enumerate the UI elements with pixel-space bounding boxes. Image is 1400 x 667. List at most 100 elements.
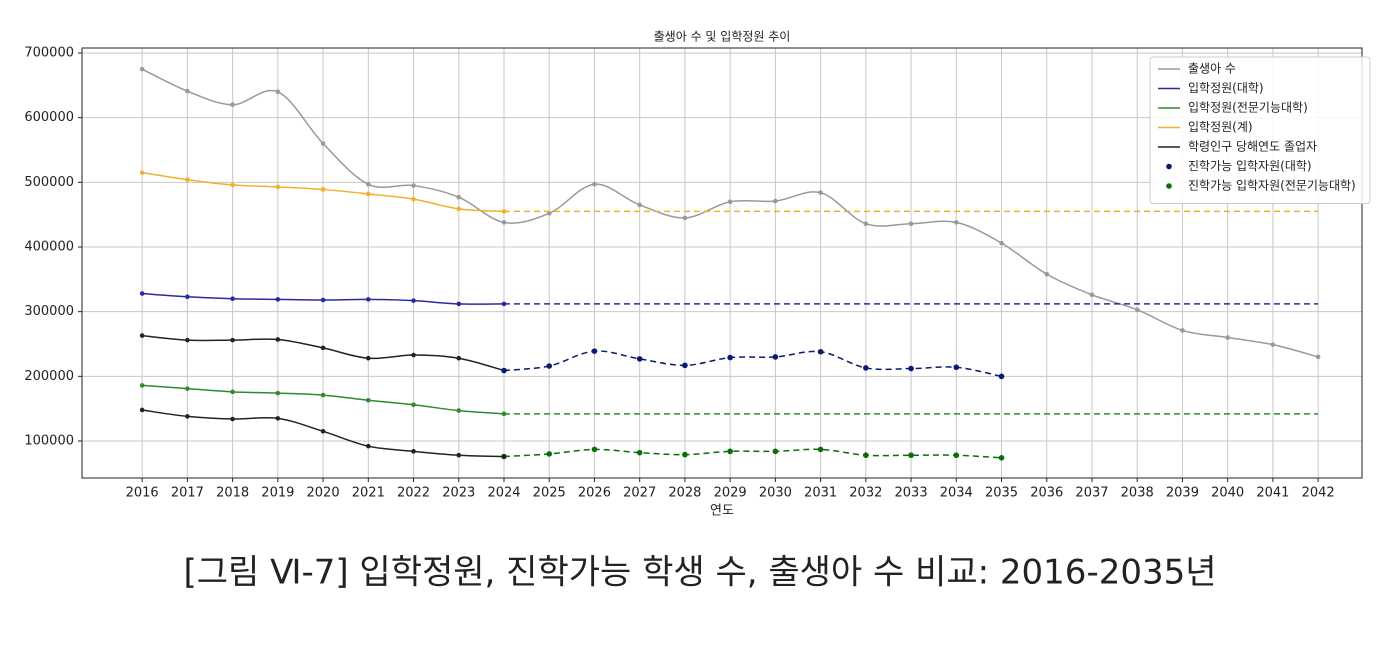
data-point xyxy=(411,196,416,202)
x-tick-label: 2040 xyxy=(1211,486,1244,501)
x-tick-label: 2028 xyxy=(668,486,701,501)
data-point xyxy=(320,297,326,303)
plot-frame xyxy=(81,47,1363,479)
x-tick-label: 2039 xyxy=(1166,486,1199,501)
data-point xyxy=(637,202,642,208)
data-point xyxy=(185,337,190,343)
x-tick-label: 2036 xyxy=(1030,486,1063,501)
x-tick-label: 2026 xyxy=(578,486,611,501)
data-point xyxy=(230,102,235,108)
data-point xyxy=(185,177,190,183)
x-tick-label: 2038 xyxy=(1121,486,1154,501)
x-tick-label: 2037 xyxy=(1075,486,1108,501)
y-tick-label: 400000 xyxy=(24,239,74,254)
x-tick-label: 2035 xyxy=(985,486,1018,501)
data-point xyxy=(411,352,416,358)
caption: [그림 Ⅵ-7] 입학정원, 진학가능 학생 수, 출생아 수 비교: 2016… xyxy=(183,553,1216,593)
x-tick-label: 2042 xyxy=(1302,486,1335,501)
data-point xyxy=(230,296,235,302)
series xyxy=(139,291,507,307)
data-point xyxy=(456,452,462,458)
data-point xyxy=(772,448,779,455)
x-tick-label: 2027 xyxy=(623,486,656,501)
data-point xyxy=(411,298,416,303)
data-point xyxy=(275,337,281,342)
data-point xyxy=(275,416,281,421)
data-point xyxy=(546,363,553,369)
legend-label: 출생아 수 xyxy=(1188,62,1236,76)
data-point xyxy=(185,294,190,300)
data-point xyxy=(185,414,190,419)
data-point xyxy=(411,402,416,408)
x-tick-label: 2025 xyxy=(533,486,566,501)
data-point xyxy=(275,390,281,396)
data-point xyxy=(366,191,371,197)
data-point xyxy=(139,66,145,72)
series-line xyxy=(503,350,1002,378)
x-tick-label: 2019 xyxy=(261,486,294,501)
x-tick-label: 2024 xyxy=(487,486,520,501)
data-point xyxy=(1134,307,1140,313)
x-tick-label: 2017 xyxy=(171,486,204,501)
x-tick-label: 2029 xyxy=(714,486,747,501)
data-point xyxy=(230,182,235,188)
x-tick-label: 2030 xyxy=(759,486,792,501)
data-point xyxy=(999,240,1004,246)
data-point xyxy=(320,429,326,434)
data-point xyxy=(953,452,960,459)
data-point xyxy=(411,183,416,188)
data-point xyxy=(773,198,778,204)
data-point xyxy=(456,355,462,361)
data-point xyxy=(185,386,190,391)
x-tick-label: 2034 xyxy=(940,486,973,501)
data-point xyxy=(320,392,326,398)
data-point xyxy=(366,297,371,302)
data-point xyxy=(230,337,235,343)
data-point xyxy=(591,348,598,354)
x-tick-label: 2022 xyxy=(397,486,430,501)
x-axis-label: 연도 xyxy=(710,504,734,519)
x-tick-label: 2041 xyxy=(1256,486,1289,501)
data-point xyxy=(366,443,371,449)
data-point xyxy=(1089,292,1095,298)
data-point xyxy=(727,354,733,361)
data-point xyxy=(592,181,597,187)
data-point xyxy=(230,416,235,422)
data-point xyxy=(727,199,733,205)
x-tick-label: 2020 xyxy=(307,486,340,501)
y-tick-label: 100000 xyxy=(24,434,74,449)
x-tick-label: 2023 xyxy=(442,486,475,501)
legend-label: 입학정원(계) xyxy=(1188,120,1253,134)
data-point xyxy=(591,446,598,453)
x-tick-label: 2033 xyxy=(895,486,928,501)
data-point xyxy=(682,451,688,458)
data-point xyxy=(998,455,1005,461)
data-point xyxy=(908,452,914,459)
x-tick-label: 2016 xyxy=(126,486,159,501)
data-point xyxy=(366,181,371,187)
data-point xyxy=(953,364,960,371)
legend-marker xyxy=(1166,183,1172,189)
y-tick-label: 700000 xyxy=(24,45,74,60)
data-point xyxy=(636,449,643,456)
data-point xyxy=(817,348,824,355)
legend-label: 진학가능 입학자원(전문기능대학) xyxy=(1188,179,1356,193)
data-point xyxy=(366,355,371,361)
y-tick-label: 600000 xyxy=(24,110,74,125)
data-point xyxy=(139,170,145,175)
y-tick-label: 200000 xyxy=(24,369,74,384)
data-point xyxy=(501,454,507,459)
legend-label: 입학정원(전문기능대학) xyxy=(1188,101,1308,115)
data-point xyxy=(230,389,235,395)
data-point xyxy=(772,354,779,360)
legend-marker xyxy=(1166,163,1172,170)
data-point xyxy=(139,407,145,413)
series xyxy=(501,348,1005,380)
data-point xyxy=(456,408,462,413)
data-point xyxy=(411,449,416,454)
series-line xyxy=(503,448,1002,459)
data-point xyxy=(636,356,643,362)
series xyxy=(139,407,507,459)
series xyxy=(501,446,1005,461)
